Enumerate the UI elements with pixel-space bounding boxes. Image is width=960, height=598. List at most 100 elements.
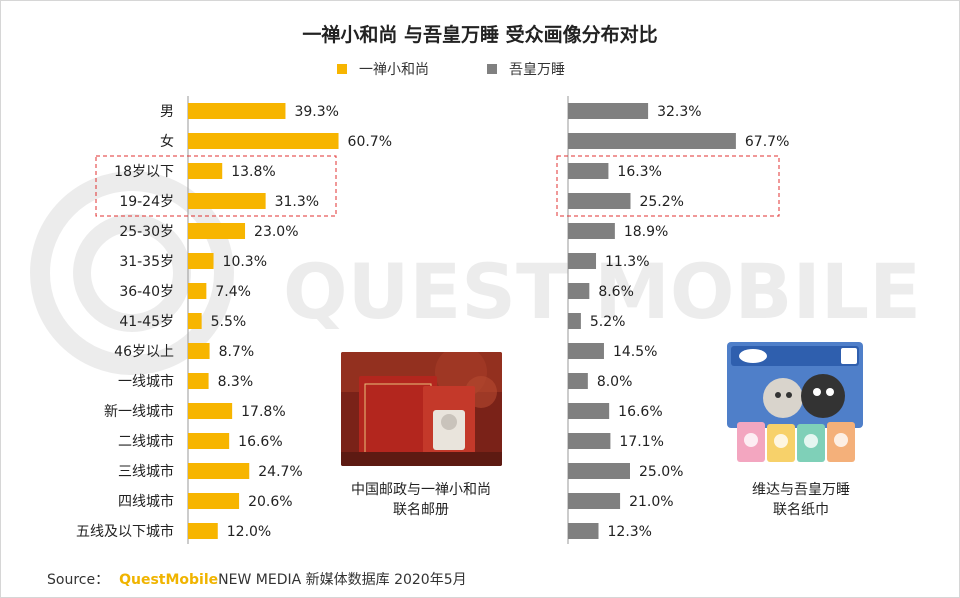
legend-swatch-right — [487, 64, 497, 74]
left-bar-3 — [188, 193, 266, 209]
category-label-6: 36-40岁 — [119, 284, 174, 300]
right-bar-10 — [568, 403, 610, 419]
right-bar-label-14: 12.3% — [608, 524, 652, 540]
left-bar-label-11: 16.6% — [238, 434, 282, 450]
category-label-7: 41-45岁 — [119, 314, 174, 330]
left-bar-2 — [188, 163, 223, 179]
watermark-logo-ring-inner — [73, 214, 191, 332]
left-bar-8 — [188, 343, 210, 359]
left-bar-6 — [188, 283, 207, 299]
right-image-caption: 维达与吾皇万睡 联名纸巾 — [701, 480, 901, 520]
left-bar-label-14: 12.0% — [227, 524, 271, 540]
category-label-14: 五线及以下城市 — [76, 523, 174, 540]
right-bar-4 — [568, 223, 615, 239]
category-label-1: 女 — [160, 133, 174, 150]
right-bar-label-11: 17.1% — [619, 434, 663, 450]
legend-item-left: 一禅小和尚 — [337, 59, 429, 79]
left-bar-0 — [188, 103, 286, 119]
left-bar-1 — [188, 133, 339, 149]
source-line: Source： QuestMobileNEW MEDIA 新媒体数据库 2020年… — [47, 569, 467, 589]
right-bar-label-13: 21.0% — [629, 494, 673, 510]
left-bar-label-4: 23.0% — [254, 224, 298, 240]
right-bar-label-1: 67.7% — [745, 134, 789, 150]
left-bar-label-13: 20.6% — [248, 494, 292, 510]
stamp-album-icon — [341, 352, 502, 466]
right-bar-14 — [568, 523, 599, 539]
legend-swatch-left — [337, 64, 347, 74]
source-brand: QuestMobile — [119, 572, 219, 588]
highlight-box-right — [556, 155, 780, 217]
watermark-text: QUEST MOBILE — [283, 247, 921, 336]
chart-title: 一禅小和尚 与吾皇万睡 受众画像分布对比 — [302, 24, 658, 46]
category-label-8: 46岁以上 — [114, 344, 174, 360]
right-bar-5 — [568, 253, 597, 269]
legend-item-right: 吾皇万睡 — [487, 59, 565, 79]
right-bar-12 — [568, 463, 630, 479]
right-bar-3 — [568, 193, 631, 209]
right-bar-label-8: 14.5% — [613, 344, 657, 360]
right-bar-9 — [568, 373, 588, 389]
category-label-13: 四线城市 — [118, 493, 174, 510]
tissue-pack-photo — [723, 340, 868, 468]
left-bar-label-5: 10.3% — [223, 254, 267, 270]
left-bar-label-7: 5.5% — [211, 314, 247, 330]
legend-label-right: 吾皇万睡 — [509, 62, 565, 78]
left-bar-label-10: 17.8% — [241, 404, 285, 420]
left-caption-line1: 中国邮政与一禅小和尚 — [351, 482, 491, 498]
category-label-10: 新一线城市 — [104, 403, 174, 420]
category-label-11: 二线城市 — [118, 433, 174, 450]
right-bar-label-4: 18.9% — [624, 224, 668, 240]
left-bar-5 — [188, 253, 214, 269]
right-caption-line1: 维达与吾皇万睡 — [752, 482, 850, 498]
right-bar-label-9: 8.0% — [597, 374, 633, 390]
left-bar-label-9: 8.3% — [218, 374, 254, 390]
right-bar-label-10: 16.6% — [618, 404, 662, 420]
right-bar-label-3: 25.2% — [639, 194, 683, 210]
right-caption-line2: 联名纸巾 — [773, 502, 829, 518]
source-prefix: Source： — [47, 572, 110, 588]
category-label-0: 男 — [160, 104, 174, 120]
left-bar-label-12: 24.7% — [258, 464, 302, 480]
right-bar-label-12: 25.0% — [639, 464, 683, 480]
stamp-album-photo — [341, 352, 502, 466]
left-bar-label-0: 39.3% — [294, 104, 338, 120]
left-bar-9 — [188, 373, 209, 389]
left-bar-4 — [188, 223, 246, 239]
watermark-logo-ring-outer — [30, 171, 234, 375]
right-bar-label-2: 16.3% — [617, 164, 661, 180]
watermark: QUEST MOBILE — [30, 171, 921, 375]
category-label-2: 18岁以下 — [114, 164, 174, 180]
category-label-3: 19-24岁 — [119, 194, 174, 210]
right-bar-label-0: 32.3% — [657, 104, 701, 120]
left-bar-label-3: 31.3% — [275, 194, 319, 210]
right-bar-0 — [568, 103, 649, 119]
series-right-group: 32.3% 67.7% 16.3% 25.2% 18.9% 11.3% 8.6% 5.2% 14… — [556, 96, 789, 544]
category-label-9: 一线城市 — [118, 373, 174, 390]
source-text: NEW MEDIA 新媒体数据库 2020年5月 — [218, 572, 467, 588]
left-caption-line2: 联名邮册 — [393, 502, 449, 518]
left-bar-7 — [188, 313, 202, 329]
right-bar-13 — [568, 493, 621, 509]
left-image-caption: 中国邮政与一禅小和尚 联名邮册 — [321, 480, 521, 520]
highlight-box-left — [95, 155, 337, 217]
left-bar-14 — [188, 523, 218, 539]
left-bar-label-6: 7.4% — [215, 284, 251, 300]
legend-label-left: 一禅小和尚 — [359, 62, 429, 78]
left-bar-label-2: 13.8% — [231, 164, 275, 180]
right-bar-1 — [568, 133, 736, 149]
category-label-12: 三线城市 — [118, 463, 174, 480]
right-bar-7 — [568, 313, 581, 329]
category-label-5: 31-35岁 — [119, 254, 174, 270]
right-bar-6 — [568, 283, 590, 299]
left-bar-11 — [188, 433, 230, 449]
left-bar-12 — [188, 463, 250, 479]
right-bar-11 — [568, 433, 611, 449]
series-left-group: 39.3% 60.7% 13.8%31.3% 23.0% 10.3% 7.4% 5.5% 8.… — [76, 96, 392, 544]
category-label-4: 25-30岁 — [119, 224, 174, 240]
left-bar-10 — [188, 403, 233, 419]
right-bar-label-6: 8.6% — [598, 284, 634, 300]
right-bar-2 — [568, 163, 609, 179]
left-bar-label-8: 8.7% — [219, 344, 255, 360]
right-bar-label-7: 5.2% — [590, 314, 626, 330]
